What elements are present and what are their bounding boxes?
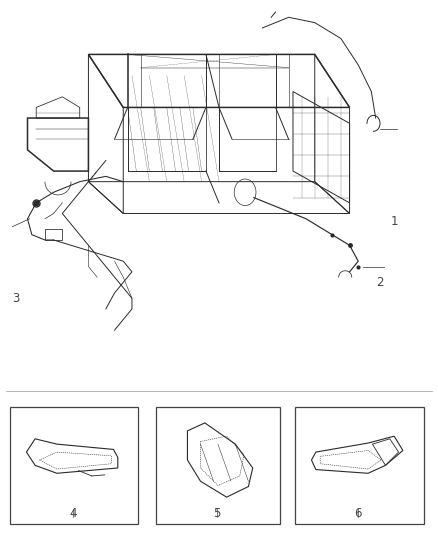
Text: 2: 2: [376, 276, 383, 289]
Bar: [156, 407, 280, 523]
Bar: [10, 407, 138, 523]
Bar: [295, 407, 424, 523]
Text: 4: 4: [70, 507, 77, 520]
Text: 5: 5: [213, 507, 220, 520]
Text: 6: 6: [354, 507, 362, 520]
Text: 1: 1: [391, 215, 399, 228]
Text: 3: 3: [12, 292, 20, 305]
